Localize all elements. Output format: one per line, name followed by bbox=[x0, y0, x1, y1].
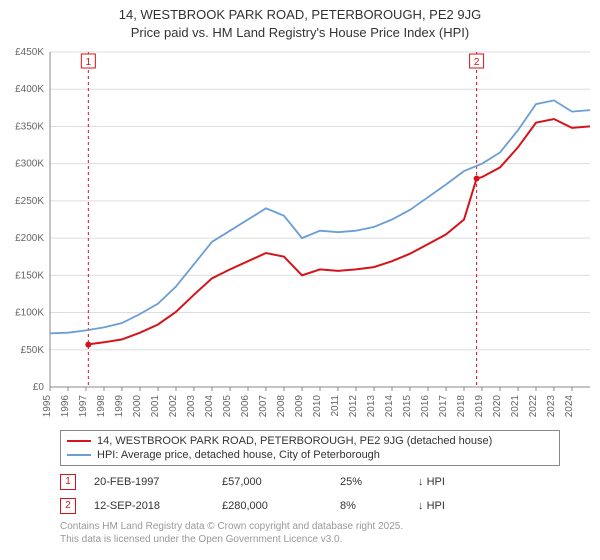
marker-pct-1: 25% bbox=[340, 476, 400, 488]
legend: 14, WESTBROOK PARK ROAD, PETERBOROUGH, P… bbox=[60, 430, 560, 466]
svg-text:2004: 2004 bbox=[204, 395, 215, 418]
svg-text:£150K: £150K bbox=[15, 270, 44, 281]
svg-text:1996: 1996 bbox=[60, 395, 71, 418]
chart-area: £0 £50K £100K £150K £200K £250K £300K £350K £400… bbox=[0, 42, 600, 422]
svg-text:2013: 2013 bbox=[366, 395, 377, 418]
svg-text:2000: 2000 bbox=[132, 395, 143, 418]
svg-text:£350K: £350K bbox=[15, 121, 44, 132]
svg-text:2011: 2011 bbox=[330, 395, 341, 417]
svg-text:£300K: £300K bbox=[15, 159, 44, 170]
svg-text:2010: 2010 bbox=[312, 395, 323, 418]
svg-text:2023: 2023 bbox=[546, 395, 557, 418]
footer-line2: This data is licensed under the Open Gov… bbox=[60, 534, 342, 545]
svg-text:2007: 2007 bbox=[258, 395, 269, 418]
svg-text:2015: 2015 bbox=[402, 395, 413, 418]
svg-text:2014: 2014 bbox=[384, 395, 395, 418]
svg-text:2024: 2024 bbox=[564, 395, 575, 418]
svg-text:£50K: £50K bbox=[21, 345, 45, 356]
legend-swatch-hpi bbox=[67, 454, 91, 456]
legend-swatch-property bbox=[67, 440, 91, 442]
svg-text:£100K: £100K bbox=[15, 308, 44, 319]
marker-price-2: £280,000 bbox=[222, 500, 322, 512]
svg-text:£250K: £250K bbox=[15, 196, 44, 207]
marker-arrow-2: ↓ HPI bbox=[418, 500, 458, 512]
line-chart: £0 £50K £100K £150K £200K £250K £300K £350K £400… bbox=[0, 42, 600, 422]
marker-badge-2: 2 bbox=[60, 498, 76, 514]
svg-text:£450K: £450K bbox=[15, 47, 44, 58]
svg-text:1997: 1997 bbox=[78, 395, 89, 418]
svg-text:1998: 1998 bbox=[96, 395, 107, 418]
svg-text:2006: 2006 bbox=[240, 395, 251, 418]
footer-line1: Contains HM Land Registry data © Crown c… bbox=[60, 521, 403, 532]
marker-table: 1 20-FEB-1997 £57,000 25% ↓ HPI 2 12-SEP… bbox=[60, 470, 560, 518]
svg-text:2019: 2019 bbox=[474, 395, 485, 418]
footer: Contains HM Land Registry data © Crown c… bbox=[60, 520, 403, 546]
legend-label-property: 14, WESTBROOK PARK ROAD, PETERBOROUGH, P… bbox=[97, 435, 492, 447]
legend-row-property: 14, WESTBROOK PARK ROAD, PETERBOROUGH, P… bbox=[67, 434, 553, 448]
marker-pct-2: 8% bbox=[340, 500, 400, 512]
marker-date-2: 12-SEP-2018 bbox=[94, 500, 204, 512]
svg-text:1995: 1995 bbox=[42, 395, 53, 418]
svg-text:2005: 2005 bbox=[222, 395, 233, 418]
svg-text:£200K: £200K bbox=[15, 233, 44, 244]
title-line2: Price paid vs. HM Land Registry's House … bbox=[131, 25, 469, 40]
marker-price-1: £57,000 bbox=[222, 476, 322, 488]
svg-text:2021: 2021 bbox=[510, 395, 521, 418]
svg-text:2001: 2001 bbox=[150, 395, 161, 418]
svg-text:2008: 2008 bbox=[276, 395, 287, 418]
title-line1: 14, WESTBROOK PARK ROAD, PETERBOROUGH, P… bbox=[119, 7, 481, 22]
legend-row-hpi: HPI: Average price, detached house, City… bbox=[67, 448, 553, 462]
legend-label-hpi: HPI: Average price, detached house, City… bbox=[97, 449, 380, 461]
svg-text:£0: £0 bbox=[33, 382, 45, 393]
svg-text:2020: 2020 bbox=[492, 395, 503, 418]
marker-row-2: 2 12-SEP-2018 £280,000 8% ↓ HPI bbox=[60, 494, 560, 518]
svg-text:2003: 2003 bbox=[186, 395, 197, 418]
svg-text:2022: 2022 bbox=[528, 395, 539, 418]
svg-text:2: 2 bbox=[474, 57, 480, 68]
svg-text:2016: 2016 bbox=[420, 395, 431, 418]
marker-date-1: 20-FEB-1997 bbox=[94, 476, 204, 488]
marker-arrow-1: ↓ HPI bbox=[418, 476, 458, 488]
svg-text:1: 1 bbox=[86, 57, 92, 68]
svg-text:2002: 2002 bbox=[168, 395, 179, 418]
svg-text:£400K: £400K bbox=[15, 84, 44, 95]
svg-text:2012: 2012 bbox=[348, 395, 359, 418]
svg-text:1999: 1999 bbox=[114, 395, 125, 418]
svg-text:2009: 2009 bbox=[294, 395, 305, 418]
marker-row-1: 1 20-FEB-1997 £57,000 25% ↓ HPI bbox=[60, 470, 560, 494]
svg-text:2018: 2018 bbox=[456, 395, 467, 418]
svg-text:2017: 2017 bbox=[438, 395, 449, 418]
chart-title: 14, WESTBROOK PARK ROAD, PETERBOROUGH, P… bbox=[0, 0, 600, 41]
marker-badge-1: 1 bbox=[60, 474, 76, 490]
